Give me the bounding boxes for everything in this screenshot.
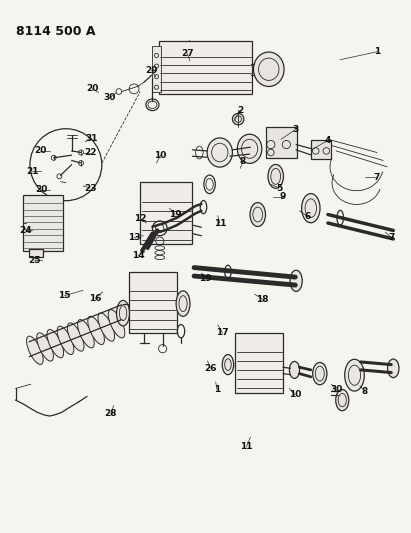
Text: 17: 17 [216,328,229,337]
Text: 1: 1 [374,47,380,56]
Ellipse shape [388,359,399,377]
Text: 10: 10 [289,390,302,399]
Text: 1: 1 [214,385,220,394]
Bar [311,140,331,159]
Ellipse shape [57,326,74,354]
Text: 8114 500 A: 8114 500 A [16,25,95,38]
Text: 11: 11 [240,442,253,451]
Bar [29,249,44,257]
Bar [152,46,161,92]
Text: 14: 14 [132,252,144,261]
Ellipse shape [254,52,284,86]
Text: 11: 11 [214,219,226,228]
Text: 16: 16 [89,294,102,303]
Text: 26: 26 [204,364,217,373]
Text: 25: 25 [28,256,40,265]
Ellipse shape [78,320,94,348]
Ellipse shape [207,138,233,167]
Text: 31: 31 [85,134,97,143]
Text: 23: 23 [84,183,97,192]
Bar [159,41,252,94]
Ellipse shape [37,333,53,361]
Text: 29: 29 [145,66,158,75]
Text: 20: 20 [35,185,48,194]
Text: 12: 12 [134,214,146,223]
Text: 9: 9 [280,192,286,201]
Text: 20: 20 [86,84,98,93]
Text: 4: 4 [325,136,331,145]
Text: 7: 7 [374,173,380,182]
Text: 2: 2 [237,106,243,115]
Bar [129,272,177,333]
Text: 6: 6 [305,212,311,221]
Text: 7: 7 [388,233,395,242]
Bar [235,333,283,393]
Text: 18: 18 [256,295,269,304]
Text: 15: 15 [58,291,71,300]
Bar [140,182,192,244]
Text: 8: 8 [362,386,368,395]
Text: 27: 27 [181,49,194,58]
Text: 8: 8 [240,157,246,166]
Text: 13: 13 [128,233,140,242]
Ellipse shape [289,361,300,378]
Bar [266,127,296,158]
Text: 5: 5 [276,183,282,192]
Ellipse shape [250,203,266,227]
Ellipse shape [237,134,262,164]
Text: 24: 24 [20,226,32,235]
Bar [23,195,62,251]
Text: 30: 30 [330,385,342,394]
Text: 22: 22 [84,148,97,157]
Ellipse shape [108,310,125,338]
Ellipse shape [176,291,190,317]
Ellipse shape [88,316,104,344]
Ellipse shape [268,165,284,188]
Ellipse shape [313,362,327,385]
Text: 28: 28 [104,409,117,418]
Text: 19: 19 [199,273,212,282]
Ellipse shape [98,313,115,341]
Ellipse shape [302,193,320,223]
Text: 10: 10 [155,151,167,160]
Ellipse shape [290,270,302,292]
Ellipse shape [67,323,84,351]
Circle shape [233,114,244,125]
Ellipse shape [47,329,64,358]
Ellipse shape [336,390,349,411]
Text: 21: 21 [26,166,38,175]
Text: 3: 3 [292,125,298,134]
Ellipse shape [116,301,129,326]
Text: 30: 30 [104,93,116,102]
Ellipse shape [222,354,234,375]
Ellipse shape [27,336,43,365]
Text: 20: 20 [34,147,46,156]
Text: 19: 19 [169,210,181,219]
Ellipse shape [345,359,364,391]
